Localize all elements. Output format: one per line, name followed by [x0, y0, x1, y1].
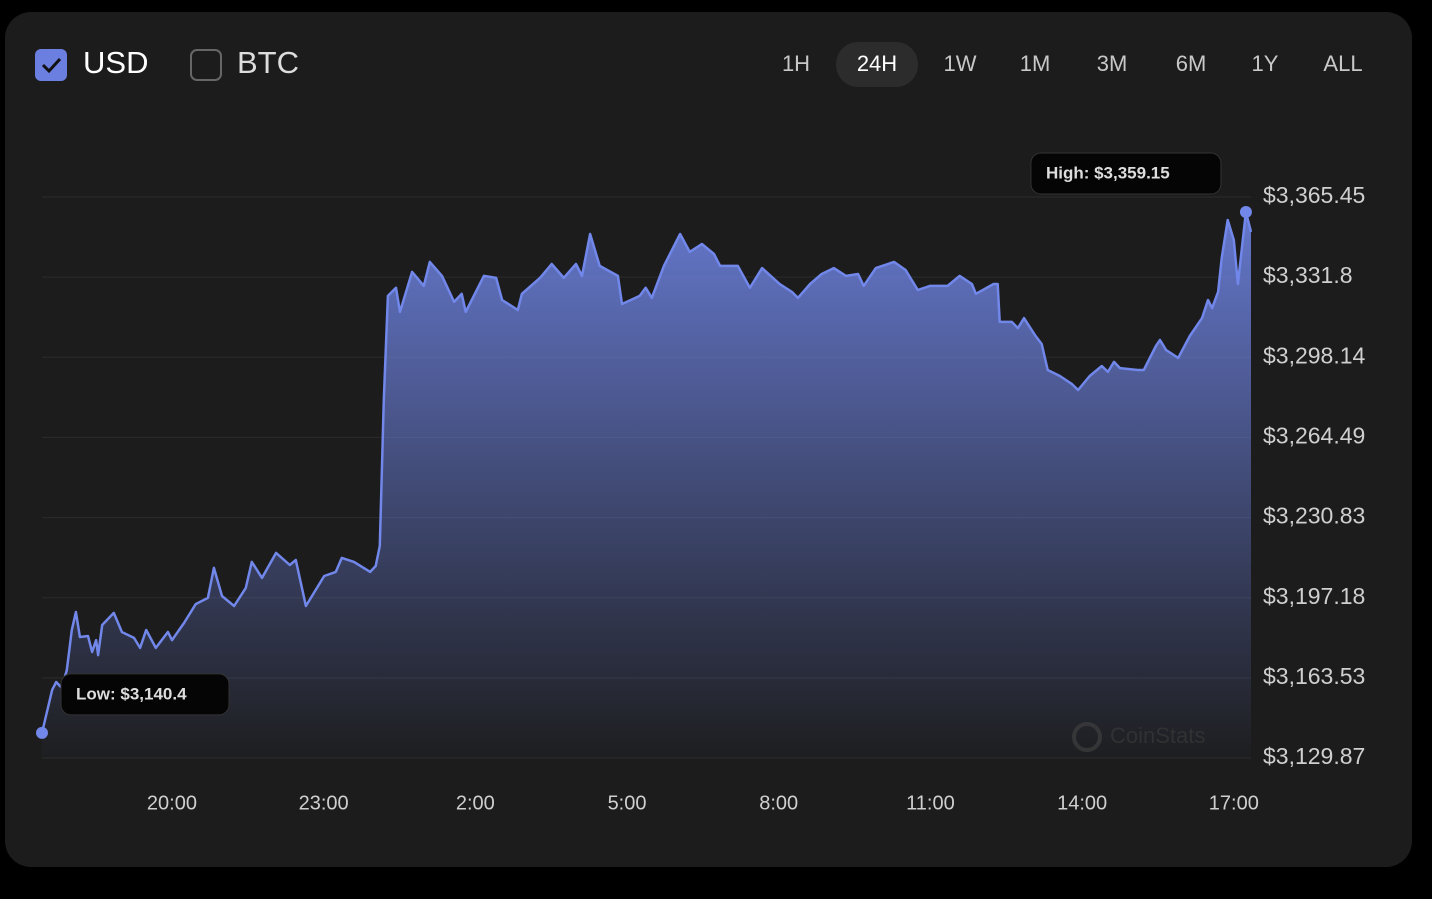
- y-tick-label: $3,264.49: [1263, 422, 1365, 448]
- y-tick-label: $3,230.83: [1263, 503, 1365, 529]
- area-fill: [42, 212, 1251, 758]
- watermark-text: CoinStats: [1110, 723, 1205, 748]
- range-button[interactable]: 24H: [857, 51, 897, 76]
- x-tick-label: 11:00: [906, 792, 955, 814]
- range-button[interactable]: ALL: [1323, 51, 1362, 76]
- price-line: [40, 210, 1253, 734]
- range-active-pill[interactable]: [836, 42, 918, 87]
- check-icon: [41, 57, 62, 74]
- extreme-marker: [36, 726, 48, 739]
- currency-btc[interactable]: BTC: [190, 45, 299, 81]
- range-button[interactable]: 1H: [782, 51, 810, 76]
- currency-label[interactable]: USD: [83, 45, 148, 80]
- extreme-marker: [1239, 206, 1252, 219]
- x-tick-label: 8:00: [759, 792, 798, 814]
- x-tick-label: 14:00: [1057, 792, 1107, 814]
- range-button[interactable]: 1M: [1020, 51, 1051, 76]
- currency-usd[interactable]: USD: [35, 45, 148, 81]
- range-button[interactable]: 3M: [1097, 51, 1128, 76]
- x-tick-label: 5:00: [608, 792, 647, 814]
- y-tick-label: $3,197.18: [1263, 583, 1365, 609]
- x-tick-label: 17:00: [1209, 792, 1259, 814]
- y-tick-label: $3,331.8: [1263, 262, 1353, 288]
- range-button[interactable]: 1W: [944, 51, 977, 76]
- currency-label[interactable]: BTC: [237, 45, 299, 80]
- annotation-box: [60, 673, 230, 716]
- x-tick-label: 23:00: [299, 792, 349, 814]
- watermark: CoinStats: [1072, 722, 1205, 752]
- annotation-text: Low: $3,140.4: [76, 684, 187, 703]
- y-tick-label: $3,365.45: [1263, 182, 1365, 208]
- range-button[interactable]: 1Y: [1252, 51, 1279, 76]
- checkbox[interactable]: [190, 49, 222, 81]
- watermark-icon: [1072, 722, 1102, 752]
- x-tick-label: 2:00: [456, 792, 495, 814]
- annotation-box: [1030, 152, 1222, 195]
- range-button[interactable]: 6M: [1176, 51, 1207, 76]
- y-tick-label: $3,298.14: [1263, 342, 1366, 368]
- x-tick-label: 20:00: [147, 792, 197, 814]
- y-tick-label: $3,163.53: [1263, 663, 1365, 689]
- annotation-text: High: $3,359.15: [1046, 163, 1170, 182]
- checkbox[interactable]: [35, 49, 67, 81]
- y-tick-label: $3,129.87: [1263, 743, 1365, 769]
